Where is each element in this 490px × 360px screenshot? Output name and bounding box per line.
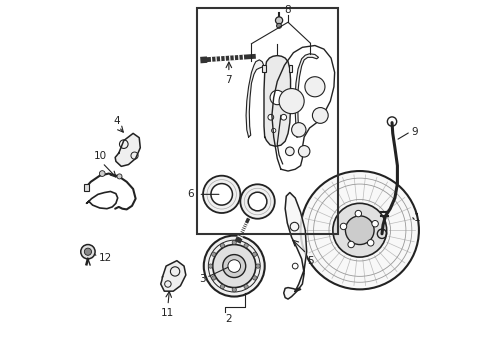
Circle shape — [240, 184, 275, 219]
Polygon shape — [264, 55, 291, 146]
Circle shape — [268, 114, 274, 120]
Circle shape — [345, 216, 374, 244]
Circle shape — [211, 184, 232, 205]
Bar — [84, 184, 89, 191]
Circle shape — [313, 108, 328, 123]
Text: 12: 12 — [98, 253, 112, 263]
Circle shape — [253, 252, 257, 256]
Circle shape — [244, 284, 248, 289]
Circle shape — [232, 288, 236, 292]
Circle shape — [208, 264, 213, 268]
Circle shape — [368, 239, 374, 246]
Circle shape — [204, 235, 265, 297]
Circle shape — [292, 123, 306, 137]
Circle shape — [298, 145, 310, 157]
Circle shape — [213, 244, 256, 288]
Circle shape — [203, 176, 240, 213]
Circle shape — [372, 220, 378, 227]
Circle shape — [256, 264, 260, 268]
Text: 3: 3 — [199, 274, 205, 284]
Polygon shape — [115, 134, 140, 166]
Text: 8: 8 — [285, 5, 292, 15]
Circle shape — [248, 192, 267, 211]
Circle shape — [253, 276, 257, 280]
Polygon shape — [295, 54, 319, 137]
Polygon shape — [161, 261, 186, 291]
Circle shape — [300, 171, 419, 289]
Circle shape — [223, 255, 245, 278]
Text: 1: 1 — [414, 213, 420, 222]
Circle shape — [212, 252, 216, 256]
Bar — [196, 8, 338, 234]
Circle shape — [244, 243, 248, 248]
Circle shape — [220, 284, 224, 289]
Polygon shape — [284, 193, 307, 299]
Text: 2: 2 — [225, 315, 232, 324]
Circle shape — [212, 276, 216, 280]
Circle shape — [286, 147, 294, 156]
Text: 6: 6 — [188, 189, 194, 199]
Circle shape — [271, 129, 276, 133]
Circle shape — [348, 241, 354, 248]
Text: 9: 9 — [412, 127, 418, 136]
Text: 11: 11 — [161, 308, 174, 318]
Bar — [262, 64, 266, 72]
Text: 5: 5 — [307, 256, 314, 266]
Circle shape — [340, 223, 347, 230]
Circle shape — [228, 260, 241, 273]
Circle shape — [355, 210, 362, 217]
Polygon shape — [246, 60, 264, 137]
Text: 4: 4 — [114, 116, 120, 126]
Circle shape — [275, 17, 283, 24]
Circle shape — [270, 90, 285, 105]
Circle shape — [232, 240, 236, 244]
Bar — [289, 64, 293, 72]
Circle shape — [279, 89, 304, 114]
Circle shape — [305, 77, 325, 97]
Circle shape — [276, 23, 282, 28]
Text: 7: 7 — [225, 75, 232, 85]
Circle shape — [84, 248, 92, 255]
Circle shape — [81, 244, 95, 259]
Circle shape — [220, 243, 224, 248]
Circle shape — [333, 203, 387, 257]
Circle shape — [281, 114, 287, 120]
Circle shape — [99, 171, 105, 176]
Circle shape — [117, 174, 122, 179]
Text: 10: 10 — [94, 151, 107, 161]
